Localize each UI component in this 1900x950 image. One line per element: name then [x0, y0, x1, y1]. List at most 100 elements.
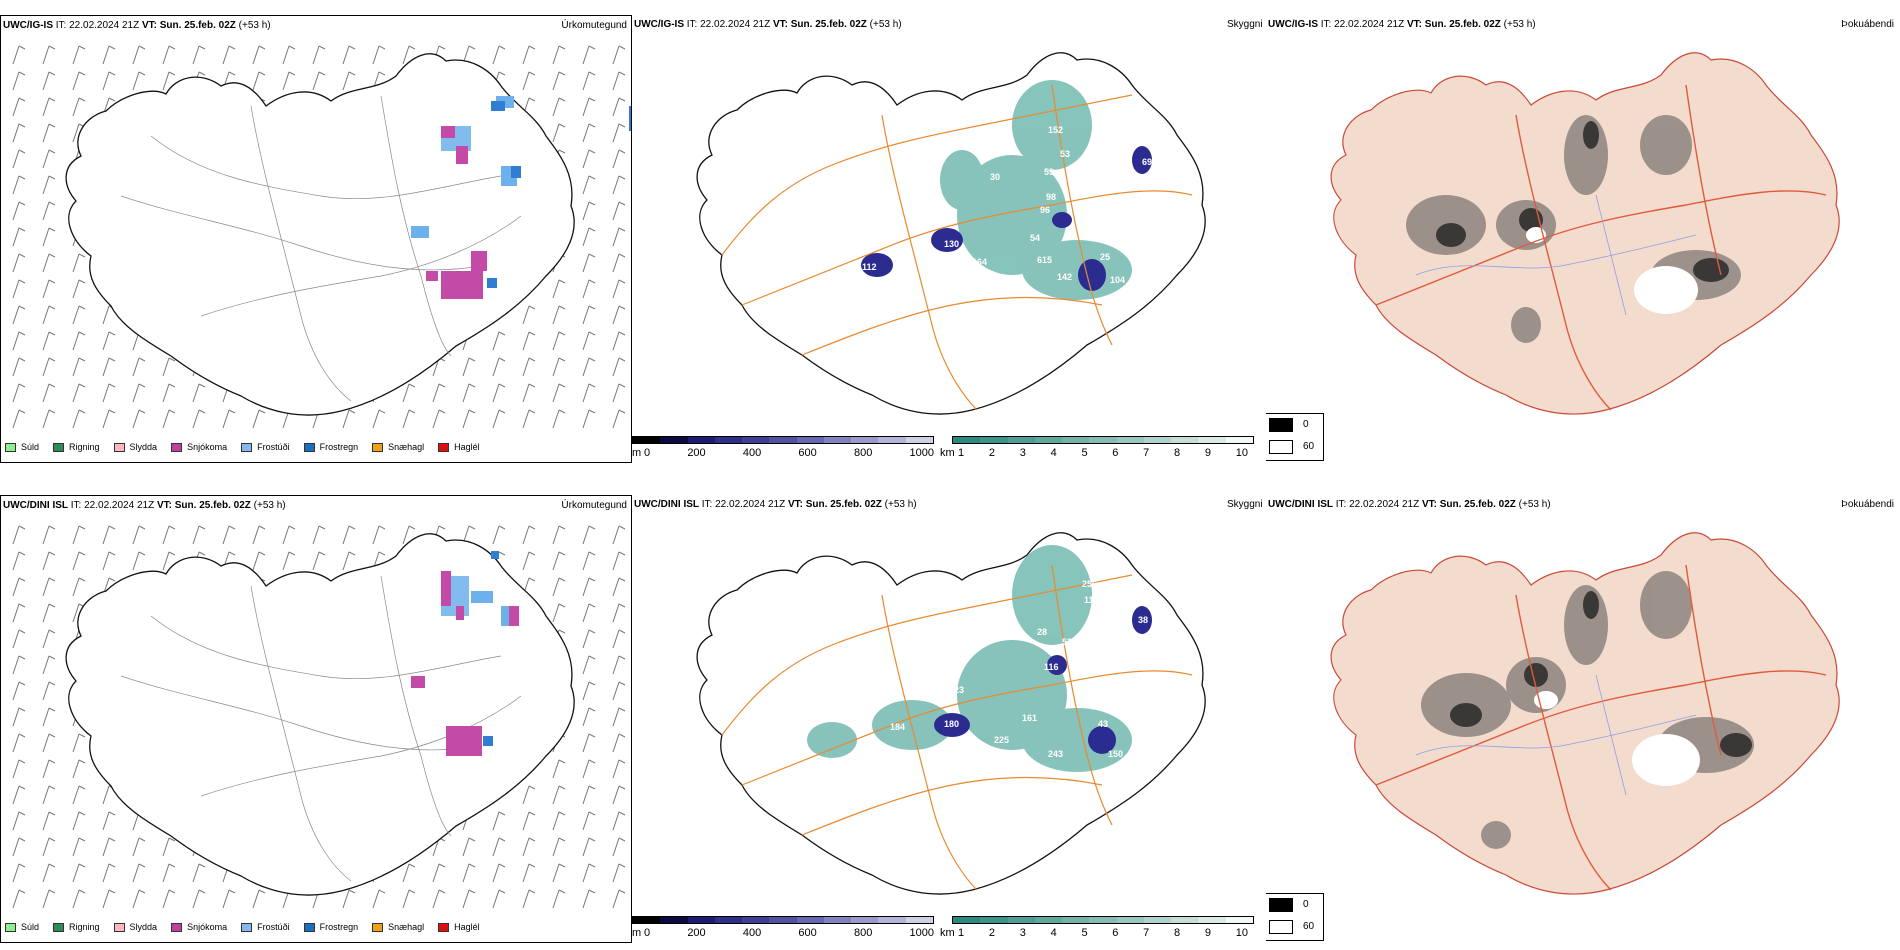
wind-barb: [372, 45, 380, 65]
wind-barb: [42, 759, 50, 779]
wind-barb: [12, 577, 20, 597]
wind-barb-flag: [18, 201, 26, 206]
wind-barb: [522, 837, 530, 857]
wind-barb: [162, 525, 170, 545]
scale-segment: [1116, 437, 1144, 443]
wind-barb: [282, 551, 290, 571]
vis-label: 142: [1057, 272, 1072, 282]
scale-segment: [851, 917, 879, 923]
precip-legend: Súld Rigning Slydda Snjókoma Frostúði Frostre…: [5, 922, 480, 932]
wind-barb: [432, 889, 440, 909]
wind-barb: [72, 551, 80, 571]
legend-item: Snæhagl: [372, 442, 424, 452]
wind-barb-flag: [558, 357, 566, 362]
wind-barb-flag: [288, 45, 296, 50]
wind-barb: [12, 811, 20, 831]
panel-header: UWC/IG-IS IT: 22.02.2024 21Z VT: Sun. 25…: [1268, 19, 1536, 30]
wind-barb-flag: [618, 331, 626, 336]
scale-segment: [823, 437, 852, 443]
wind-barb: [552, 759, 560, 779]
legend-item: Haglél: [438, 922, 480, 932]
wind-barb: [582, 811, 590, 831]
legend-item: Slydda: [113, 442, 157, 452]
wind-barb-flag: [348, 889, 356, 894]
wind-barb: [312, 71, 320, 91]
scale-segment: [1062, 437, 1090, 443]
legend-label: Haglél: [454, 442, 480, 452]
wind-barb: [252, 71, 260, 91]
scale-ticks-km: 1 2 3 4 5 6 7 8 9 10: [958, 927, 1248, 939]
wind-barb-flag: [528, 357, 536, 362]
wind-barb-flag: [78, 357, 86, 362]
wind-barb-flag: [48, 889, 56, 894]
scale-segment: [687, 437, 715, 443]
scale-tick-label: 8: [1174, 927, 1181, 939]
wind-barb-flag: [48, 279, 56, 284]
wind-barb: [72, 577, 80, 597]
wind-barb-flag: [168, 551, 176, 556]
wind-barb: [522, 357, 530, 377]
wind-barb-flag: [198, 383, 206, 388]
wind-barb: [102, 305, 110, 325]
wind-barb: [582, 253, 590, 273]
wind-barb: [612, 629, 620, 649]
wind-barb: [342, 525, 350, 545]
wind-barb-flag: [348, 71, 356, 76]
wind-barb-flag: [618, 305, 626, 310]
wind-barb-flag: [438, 889, 446, 894]
wind-barb: [252, 889, 260, 909]
scale-tick-label: 1000: [909, 927, 934, 939]
wind-barb: [612, 45, 620, 65]
wind-barb-flag: [78, 305, 86, 310]
wind-barb: [552, 357, 560, 377]
wind-barb-flag: [258, 525, 266, 530]
precip-type-panel-row1: UWC/IG-IS IT: 22.02.2024 21Z VT: Sun. 25…: [0, 15, 632, 463]
wind-barb-flag: [18, 525, 26, 530]
wind-barb-flag: [408, 383, 416, 388]
wind-barb: [522, 71, 530, 91]
wind-barb-flag: [498, 383, 506, 388]
legend-label: Slydda: [129, 922, 158, 932]
panel-header: UWC/IG-IS IT: 22.02.2024 21Z VT: Sun. 25…: [3, 20, 271, 31]
wind-barb: [552, 811, 560, 831]
legend-item: Rigning: [53, 922, 100, 932]
wind-barb: [492, 357, 500, 377]
vis-label: 256: [1082, 579, 1097, 589]
wind-barb-flag: [78, 811, 86, 816]
fog-key-high-label: 60: [1303, 441, 1315, 452]
visibility-panel-row1: UWC/IG-IS IT: 22.02.2024 21Z VT: Sun. 25…: [632, 15, 1266, 463]
vis-label: 54: [1030, 233, 1040, 243]
legend-label: Rigning: [69, 442, 100, 452]
wind-barb-flag: [78, 837, 86, 842]
wind-barb: [42, 863, 50, 883]
wind-barb-flag: [588, 525, 596, 530]
legend-swatch: [372, 922, 384, 932]
wind-barb-flag: [78, 279, 86, 284]
vis-label: 96: [1040, 205, 1050, 215]
wind-barb: [432, 409, 440, 429]
wind-barb: [72, 331, 80, 351]
wind-barb-flag: [348, 551, 356, 556]
scale-tick-label: 9: [1204, 447, 1211, 459]
wind-barb: [612, 383, 620, 403]
wind-barb: [552, 863, 560, 883]
wind-barb-flag: [168, 889, 176, 894]
wind-barb-flag: [618, 97, 626, 102]
wind-barb-flag: [198, 71, 206, 76]
scale-segment: [1089, 917, 1117, 923]
wind-barb: [12, 97, 20, 117]
legend-label: Frostúði: [257, 442, 290, 452]
scale-tick-label: 400: [742, 927, 762, 939]
wind-barb-flag: [78, 525, 86, 530]
wind-barb-flag: [528, 577, 536, 582]
wind-barb: [132, 863, 140, 883]
scale-segment: [1225, 437, 1253, 443]
wind-barb: [522, 331, 530, 351]
wind-barb: [582, 733, 590, 753]
wind-barb: [612, 305, 620, 325]
wind-barb-flag: [48, 331, 56, 336]
wind-barb: [612, 785, 620, 805]
wind-barb: [582, 629, 590, 649]
wind-barb: [582, 45, 590, 65]
wind-barb-flag: [408, 409, 416, 414]
